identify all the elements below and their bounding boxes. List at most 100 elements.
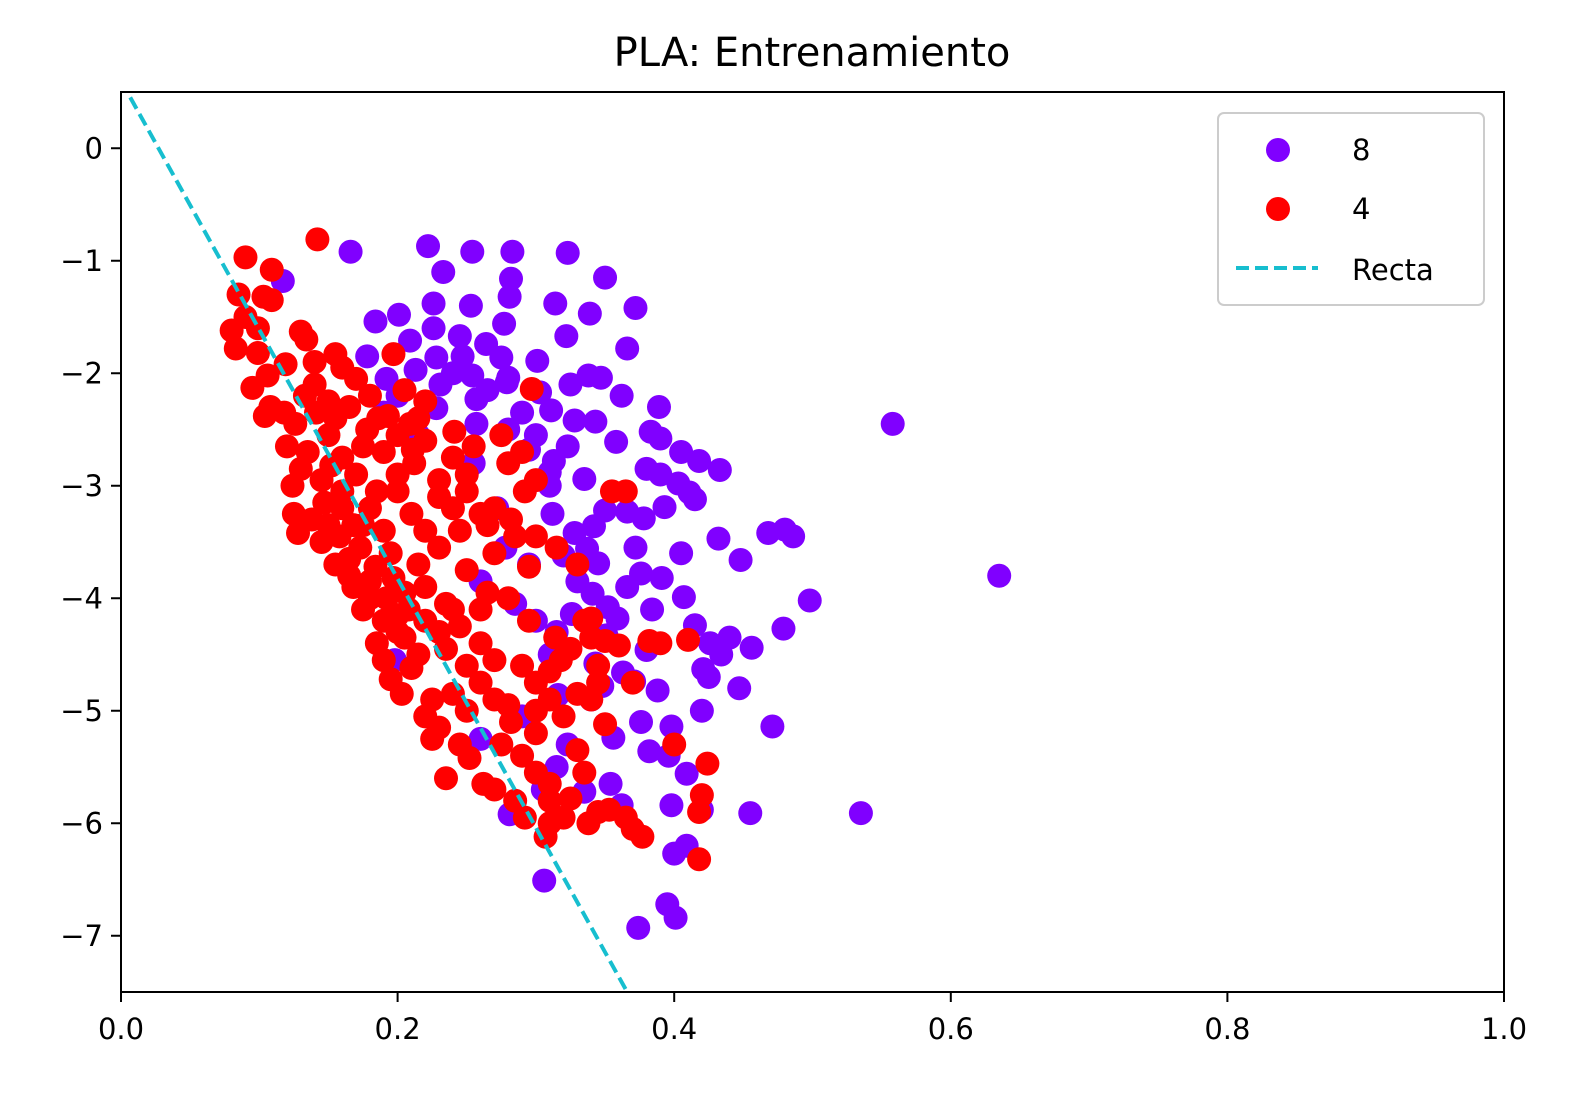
data-point-8 xyxy=(539,398,564,423)
data-point-8 xyxy=(682,487,707,512)
data-point-4 xyxy=(252,404,277,428)
data-point-8 xyxy=(593,265,618,290)
data-point-8 xyxy=(609,383,634,408)
data-point-8 xyxy=(475,378,500,403)
data-point-4 xyxy=(399,501,424,526)
x-tick-label: 0.6 xyxy=(928,1012,974,1046)
data-point-8 xyxy=(554,324,579,349)
data-point-4 xyxy=(245,316,270,341)
data-point-8 xyxy=(674,761,699,786)
data-point-4 xyxy=(440,681,465,706)
data-point-8 xyxy=(572,467,597,491)
y-tick-label: −2 xyxy=(60,356,103,390)
data-point-4 xyxy=(440,597,465,622)
data-point-8 xyxy=(669,440,694,464)
data-point-8 xyxy=(645,678,670,703)
data-point-8 xyxy=(576,363,601,388)
data-point-8 xyxy=(565,569,590,594)
data-point-4 xyxy=(447,518,472,543)
data-point-4 xyxy=(523,468,548,493)
data-point-8 xyxy=(583,409,608,434)
data-point-8 xyxy=(525,348,550,373)
data-point-4 xyxy=(283,411,308,436)
data-point-4 xyxy=(572,760,597,785)
data-point-4 xyxy=(579,625,604,650)
data-point-4 xyxy=(496,586,521,611)
data-point-4 xyxy=(461,434,486,459)
data-point-4 xyxy=(351,597,376,622)
y-tick-label: 0 xyxy=(85,131,103,165)
data-point-8 xyxy=(987,563,1012,588)
data-point-4 xyxy=(482,777,507,802)
data-point-4 xyxy=(523,760,548,785)
data-point-4 xyxy=(482,687,507,712)
data-point-4 xyxy=(440,445,465,470)
data-point-8 xyxy=(523,423,548,448)
data-point-8 xyxy=(648,462,673,487)
data-point-8 xyxy=(468,726,493,751)
data-point-4 xyxy=(687,847,712,872)
data-point-4 xyxy=(286,521,311,545)
data-point-4 xyxy=(482,648,507,673)
data-point-4 xyxy=(392,378,417,403)
series-4 xyxy=(219,227,720,872)
data-point-8 xyxy=(615,575,640,599)
data-point-4 xyxy=(516,554,541,579)
data-point-8 xyxy=(500,239,525,264)
data-point-4 xyxy=(323,406,348,431)
data-point-4 xyxy=(565,552,590,577)
x-tick-label: 1.0 xyxy=(1481,1012,1527,1046)
data-point-4 xyxy=(544,535,569,560)
data-point-4 xyxy=(400,437,425,462)
data-point-8 xyxy=(652,495,677,520)
data-point-4 xyxy=(586,653,611,678)
data-point-4 xyxy=(519,377,544,401)
data-point-8 xyxy=(460,239,485,264)
data-point-8 xyxy=(696,665,721,689)
legend-marker-8 xyxy=(1266,138,1290,162)
data-point-4 xyxy=(427,620,452,644)
data-point-4 xyxy=(378,541,403,566)
data-point-4 xyxy=(330,479,355,504)
data-point-4 xyxy=(523,524,548,549)
data-point-4 xyxy=(689,783,714,808)
data-point-8 xyxy=(880,411,905,436)
data-point-8 xyxy=(540,501,565,526)
plot-frame xyxy=(120,91,1505,993)
data-point-4 xyxy=(371,648,396,673)
data-point-4 xyxy=(427,468,452,493)
y-tick-label: −4 xyxy=(60,581,103,615)
data-point-8 xyxy=(510,400,535,425)
data-point-4 xyxy=(226,282,251,307)
data-point-4 xyxy=(259,288,284,313)
data-point-8 xyxy=(707,458,732,482)
data-point-4 xyxy=(482,541,507,566)
data-point-4 xyxy=(537,788,562,813)
data-point-4 xyxy=(489,423,514,448)
data-point-4 xyxy=(648,631,673,656)
data-point-8 xyxy=(640,597,665,622)
data-point-8 xyxy=(558,372,583,397)
data-point-4 xyxy=(351,434,376,459)
data-point-4 xyxy=(245,341,270,365)
data-point-8 xyxy=(460,363,485,388)
data-point-8 xyxy=(464,411,489,436)
data-point-4 xyxy=(499,710,524,734)
data-point-8 xyxy=(403,357,428,382)
y-tick-label: −1 xyxy=(60,244,103,278)
data-point-4 xyxy=(434,766,459,791)
data-point-8 xyxy=(663,905,688,930)
data-point-8 xyxy=(739,635,764,660)
data-point-8 xyxy=(555,240,580,265)
data-point-8 xyxy=(659,793,684,818)
legend-box xyxy=(1217,112,1485,306)
data-point-8 xyxy=(626,915,651,940)
data-point-4 xyxy=(516,608,541,633)
data-point-8 xyxy=(355,344,380,369)
data-point-8 xyxy=(398,328,423,353)
x-tick-label: 0.8 xyxy=(1204,1012,1250,1046)
data-point-4 xyxy=(385,423,410,448)
data-point-4 xyxy=(371,518,396,543)
data-point-8 xyxy=(499,266,524,291)
